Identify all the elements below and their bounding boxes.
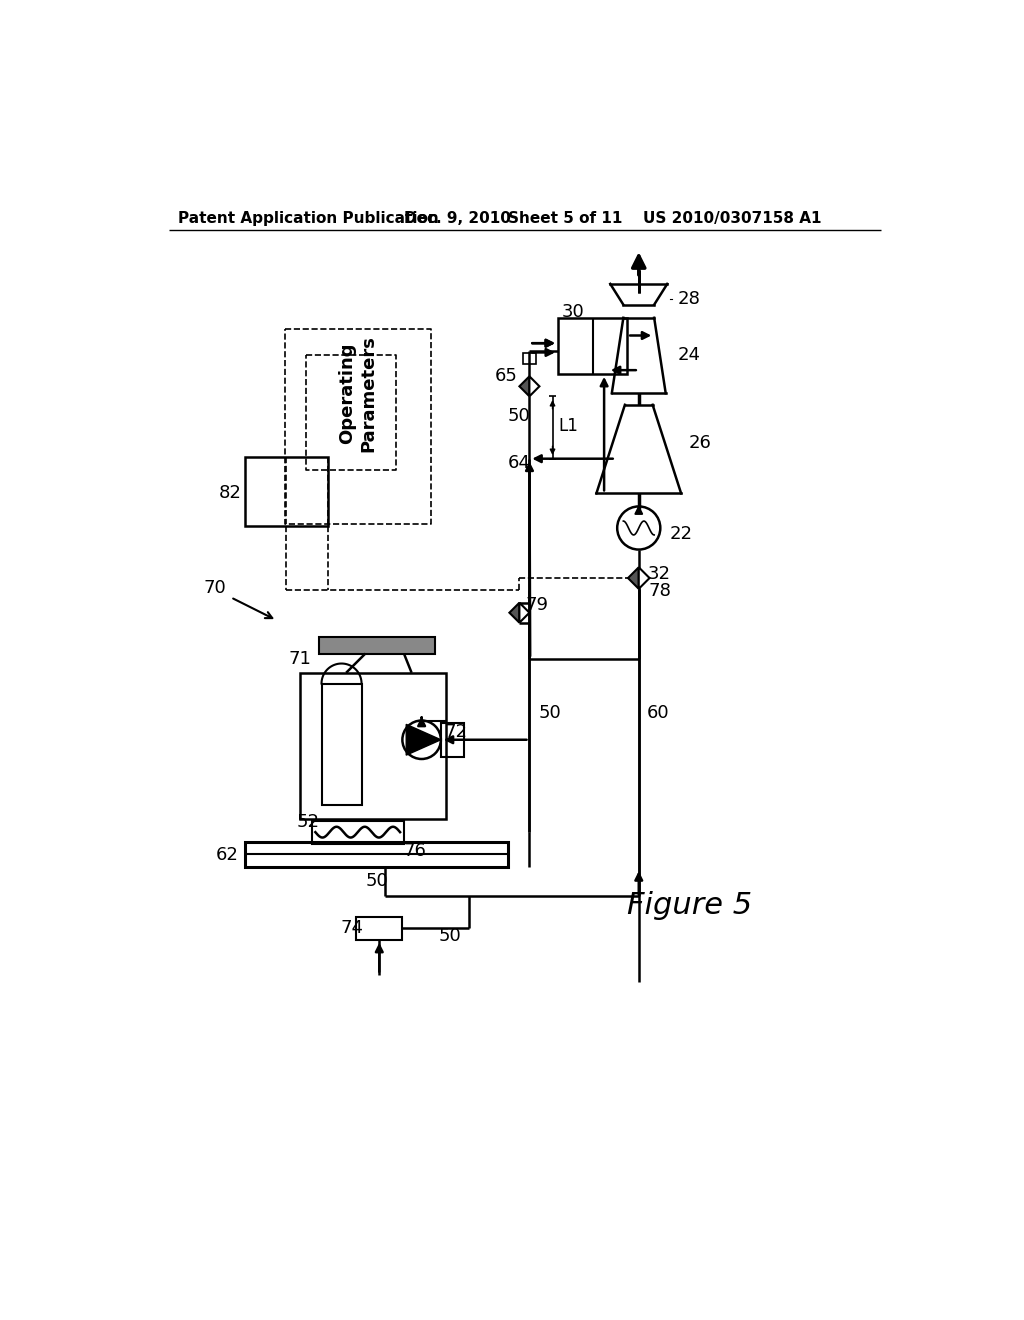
Text: 74: 74 bbox=[341, 920, 364, 937]
Text: 28: 28 bbox=[677, 290, 700, 309]
Text: 32: 32 bbox=[648, 565, 671, 583]
Bar bbox=[441, 723, 464, 756]
Text: 78: 78 bbox=[648, 582, 671, 601]
Text: 50: 50 bbox=[366, 871, 388, 890]
Bar bbox=[356, 917, 402, 940]
Text: 22: 22 bbox=[670, 525, 692, 543]
Polygon shape bbox=[509, 603, 519, 623]
Text: Figure 5: Figure 5 bbox=[628, 891, 753, 920]
Text: 70: 70 bbox=[204, 579, 226, 597]
Bar bbox=[523, 354, 536, 364]
Polygon shape bbox=[529, 376, 540, 396]
Text: US 2010/0307158 A1: US 2010/0307158 A1 bbox=[643, 211, 821, 226]
Text: 64: 64 bbox=[508, 454, 530, 471]
Text: 62: 62 bbox=[215, 846, 239, 865]
Bar bbox=[558, 318, 628, 374]
Text: 52: 52 bbox=[296, 813, 319, 832]
Text: 26: 26 bbox=[689, 434, 712, 453]
Polygon shape bbox=[639, 568, 649, 589]
Text: Sheet 5 of 11: Sheet 5 of 11 bbox=[508, 211, 623, 226]
Text: 79: 79 bbox=[525, 597, 549, 614]
Text: 50: 50 bbox=[539, 704, 561, 722]
Text: 30: 30 bbox=[562, 304, 585, 321]
Text: 60: 60 bbox=[646, 704, 669, 722]
Polygon shape bbox=[519, 603, 529, 623]
Text: Dec. 9, 2010: Dec. 9, 2010 bbox=[403, 211, 511, 226]
Bar bbox=[300, 673, 446, 818]
Polygon shape bbox=[628, 568, 639, 589]
Bar bbox=[311, 821, 403, 843]
Polygon shape bbox=[407, 725, 441, 755]
Text: Patent Application Publication: Patent Application Publication bbox=[178, 211, 439, 226]
Text: 24: 24 bbox=[677, 346, 700, 364]
Bar bbox=[319, 636, 435, 653]
Text: 76: 76 bbox=[403, 842, 427, 861]
Text: Operating
Parameters: Operating Parameters bbox=[338, 335, 377, 451]
Bar bbox=[322, 684, 361, 805]
Text: 50: 50 bbox=[438, 927, 461, 945]
Bar bbox=[245, 842, 508, 867]
Text: 82: 82 bbox=[219, 484, 242, 503]
Bar bbox=[245, 457, 328, 527]
Text: 71: 71 bbox=[289, 649, 311, 668]
Text: 65: 65 bbox=[495, 367, 518, 384]
Text: 50: 50 bbox=[508, 408, 530, 425]
Text: L1: L1 bbox=[558, 417, 578, 434]
Polygon shape bbox=[519, 376, 529, 396]
Text: 72: 72 bbox=[444, 723, 468, 741]
